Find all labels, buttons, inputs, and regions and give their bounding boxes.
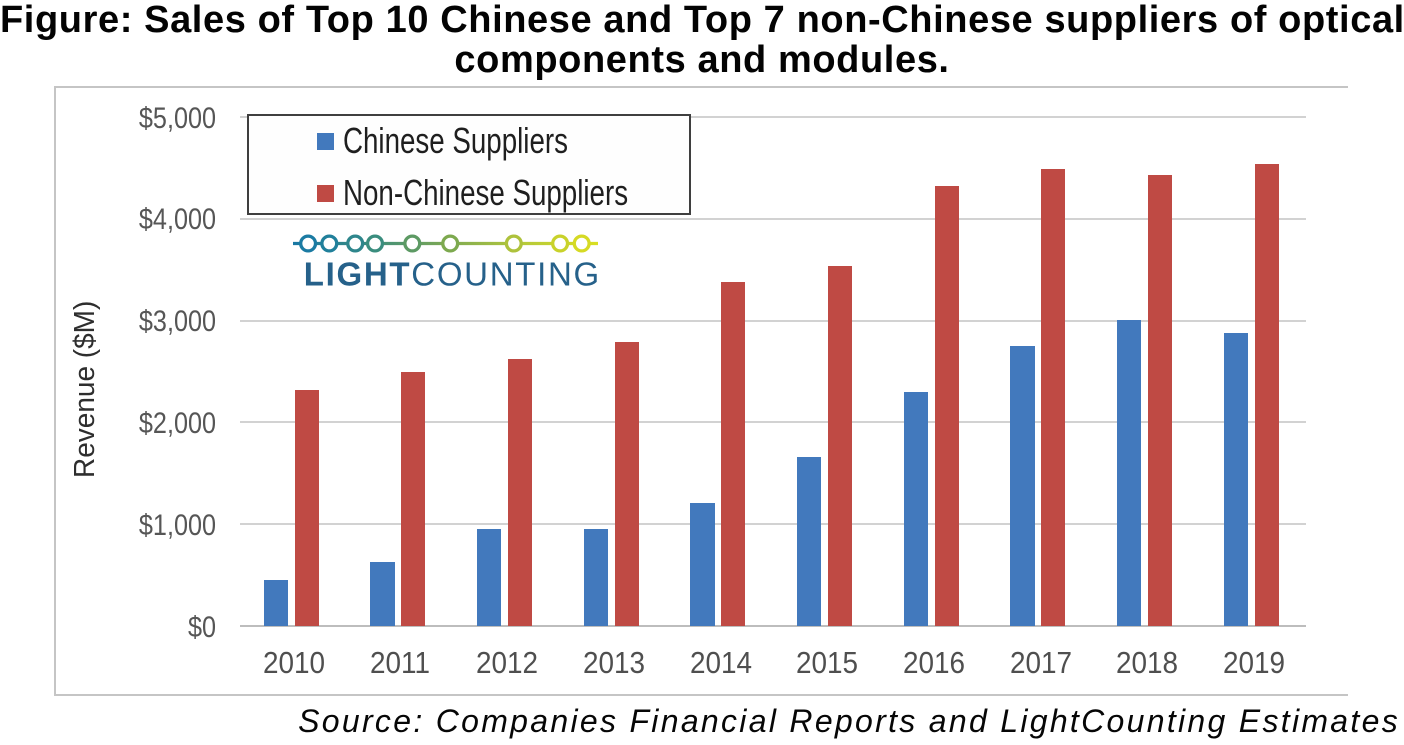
svg-text:LIGHTCOUNTING: LIGHTCOUNTING	[304, 256, 601, 293]
